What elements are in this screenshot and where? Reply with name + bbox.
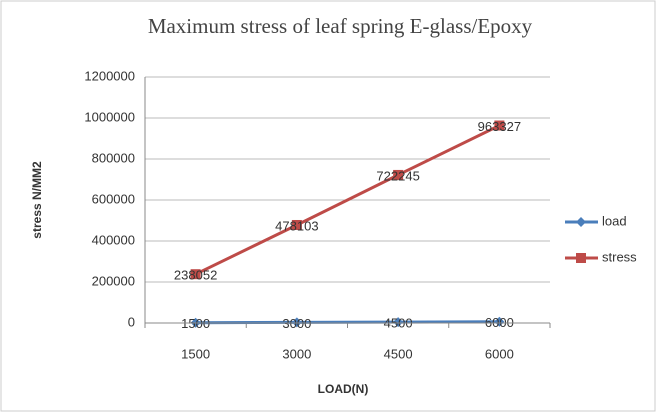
x-tick-label: 6000 <box>485 346 514 361</box>
x-tick-label: 1500 <box>181 346 210 361</box>
data-point <box>291 317 302 328</box>
y-tick-label: 800000 <box>92 150 135 165</box>
data-point <box>190 269 201 280</box>
y-tick-label: 400000 <box>92 232 135 247</box>
x-tick-label: 3000 <box>282 346 311 361</box>
y-axis-title: stress N/MM2 <box>30 161 44 239</box>
data-label: 478103 <box>275 218 318 233</box>
series-line <box>194 124 501 276</box>
x-tick-label: 4500 <box>384 346 413 361</box>
legend-marker <box>576 217 586 227</box>
y-tick-label: 1200000 <box>84 68 135 83</box>
data-point <box>494 120 505 131</box>
data-point <box>291 219 302 230</box>
y-tick-label: 0 <box>128 314 135 329</box>
data-point <box>393 169 404 180</box>
data-point <box>494 316 505 327</box>
chart-title: Maximum stress of leaf spring E-glass/Ep… <box>148 14 533 38</box>
data-label: 1500 <box>181 316 210 331</box>
y-tick-label: 1000000 <box>84 109 135 124</box>
legend-marker <box>576 253 586 263</box>
y-tick-label: 600000 <box>92 191 135 206</box>
data-point <box>393 317 404 328</box>
legend-label: load <box>602 213 627 228</box>
data-label: 238052 <box>174 268 217 283</box>
y-tick-label: 200000 <box>92 273 135 288</box>
data-label: 722245 <box>376 168 419 183</box>
x-axis-title: LOAD(N) <box>318 382 369 396</box>
data-label: 963327 <box>478 119 521 134</box>
legend-label: stress <box>602 249 637 264</box>
